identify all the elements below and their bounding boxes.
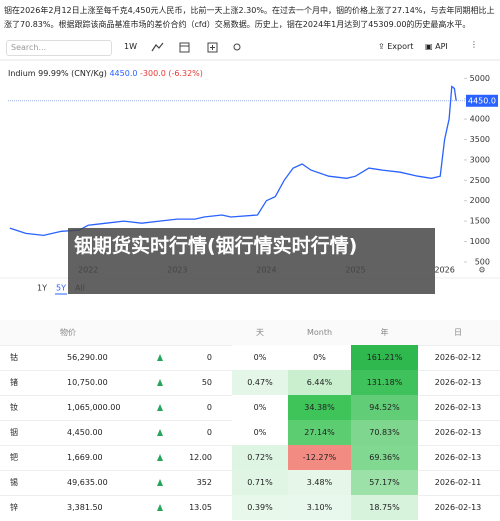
- date: 2026-02-13: [434, 378, 482, 387]
- commodity-name: 锡: [10, 478, 18, 487]
- up-arrow: [157, 479, 163, 486]
- legend-name: Indium 99.99% (CNY/Kg): [8, 69, 107, 78]
- up-arrow: [157, 404, 163, 411]
- commodity-name: 钕: [10, 403, 18, 412]
- day-change: 0: [206, 428, 212, 437]
- price: 1,065,000.00: [67, 403, 121, 412]
- commodity-name: 钯: [10, 453, 18, 462]
- date: 2026-02-12: [434, 353, 482, 362]
- commodity-name: 钴: [10, 353, 18, 362]
- table-header: 天: [256, 328, 264, 337]
- y-tick-label: 500: [475, 257, 490, 266]
- price: 56,290.00: [67, 353, 108, 362]
- legend-last: 4450.0: [109, 69, 137, 78]
- day-change: 13.05: [189, 503, 212, 512]
- table-header: 物价: [60, 328, 76, 337]
- y-tick-label: 2000: [470, 196, 490, 205]
- date: 2026-02-13: [434, 428, 482, 437]
- table-header: 年: [380, 328, 389, 337]
- price: 1,669.00: [67, 453, 103, 462]
- y-tick-label: 3500: [470, 135, 490, 144]
- search-box[interactable]: Search...: [6, 40, 112, 56]
- day-percent: 0.72%: [232, 445, 288, 470]
- month-percent: 27.14%: [288, 420, 351, 445]
- day-change: 12.00: [189, 453, 212, 462]
- price: 10,750.00: [67, 378, 108, 387]
- y-tick-label: 3000: [470, 155, 490, 164]
- commodity-name: 锗: [10, 378, 18, 387]
- commodity-name: 铟: [10, 428, 18, 437]
- legend-change: -300.0 (-6.32%): [140, 69, 203, 78]
- up-arrow: [157, 379, 163, 386]
- month-percent: 3.48%: [288, 470, 351, 495]
- price-label-box: [466, 94, 498, 107]
- month-percent: 3.10%: [288, 495, 351, 520]
- table-header-row: [0, 320, 500, 345]
- up-arrow: [157, 454, 163, 461]
- day-percent: 0%: [232, 420, 288, 445]
- y-tick-label: 2500: [470, 176, 490, 185]
- day-percent: 0.47%: [232, 370, 288, 395]
- year-percent: 69.36%: [351, 445, 418, 470]
- price: 4,450.00: [67, 428, 103, 437]
- commodity-name: 锌: [10, 503, 18, 512]
- y-tick-label: 1500: [470, 217, 490, 226]
- year-percent: 131.18%: [351, 370, 418, 395]
- price: 3,381.50: [67, 503, 103, 512]
- day-percent: 0.71%: [232, 470, 288, 495]
- x-tick-label: 2026: [434, 266, 454, 275]
- y-tick-label: 4000: [470, 115, 490, 124]
- month-percent: 0%: [288, 345, 351, 370]
- toolbar: Search... 1W ⇪ Export ▣ API ⋮: [0, 38, 500, 58]
- settings-icon: ⚙: [478, 266, 485, 275]
- day-percent: 0%: [232, 395, 288, 420]
- table-header: Month: [306, 328, 333, 337]
- toolbar-icons[interactable]: [150, 40, 250, 54]
- export-label: Export: [387, 42, 414, 51]
- commodity-table: 物价天 Month 年日钴 56,290.00 0 0% 0% 161.21% 2026-02-…: [0, 320, 500, 521]
- y-tick-label: 1000: [470, 237, 490, 246]
- month-percent: 34.38%: [288, 395, 351, 420]
- range-button[interactable]: 5Y: [56, 284, 66, 293]
- day-change: 0: [206, 353, 212, 362]
- api-button[interactable]: ▣ API: [425, 42, 448, 51]
- y-tick-label: 5000: [470, 74, 490, 83]
- more-button[interactable]: ⋮: [470, 40, 478, 49]
- date: 2026-02-11: [434, 478, 482, 487]
- day-percent: 0.39%: [232, 495, 288, 520]
- year-percent: 161.21%: [351, 345, 418, 370]
- price-label: 4450.0: [468, 96, 496, 105]
- year-percent: 57.17%: [351, 470, 418, 495]
- overlay-caption: 铟期货实时行情(铟行情实时行情): [68, 228, 435, 294]
- table-header: 日: [454, 328, 462, 337]
- month-percent: -12.27%: [288, 445, 351, 470]
- up-arrow: [157, 429, 163, 436]
- legend: Indium 99.99% (CNY/Kg) 4450.0 -300.0 (-6…: [8, 69, 203, 78]
- interval-button[interactable]: 1W: [124, 42, 137, 51]
- api-label: API: [435, 42, 448, 51]
- date: 2026-02-13: [434, 453, 482, 462]
- day-change: 0: [206, 403, 212, 412]
- day-change: 352: [196, 478, 212, 487]
- up-arrow: [157, 354, 163, 361]
- price-line-series: [9, 85, 457, 237]
- date: 2026-02-13: [434, 503, 482, 512]
- export-button[interactable]: ⇪ Export: [378, 42, 414, 51]
- year-percent: 70.83%: [351, 420, 418, 445]
- month-percent: 6.44%: [288, 370, 351, 395]
- intro-text: 铟在2026年2月12日上涨至每千克4,450元人民币，比前一天上涨2.30%。…: [4, 6, 495, 29]
- day-percent: 0%: [232, 345, 288, 370]
- year-percent: 94.52%: [351, 395, 418, 420]
- date: 2026-02-13: [434, 403, 482, 412]
- up-arrow: [157, 504, 163, 511]
- day-change: 50: [201, 378, 212, 387]
- range-button[interactable]: 1Y: [37, 284, 47, 293]
- year-percent: 18.75%: [351, 495, 418, 520]
- price: 49,635.00: [67, 478, 108, 487]
